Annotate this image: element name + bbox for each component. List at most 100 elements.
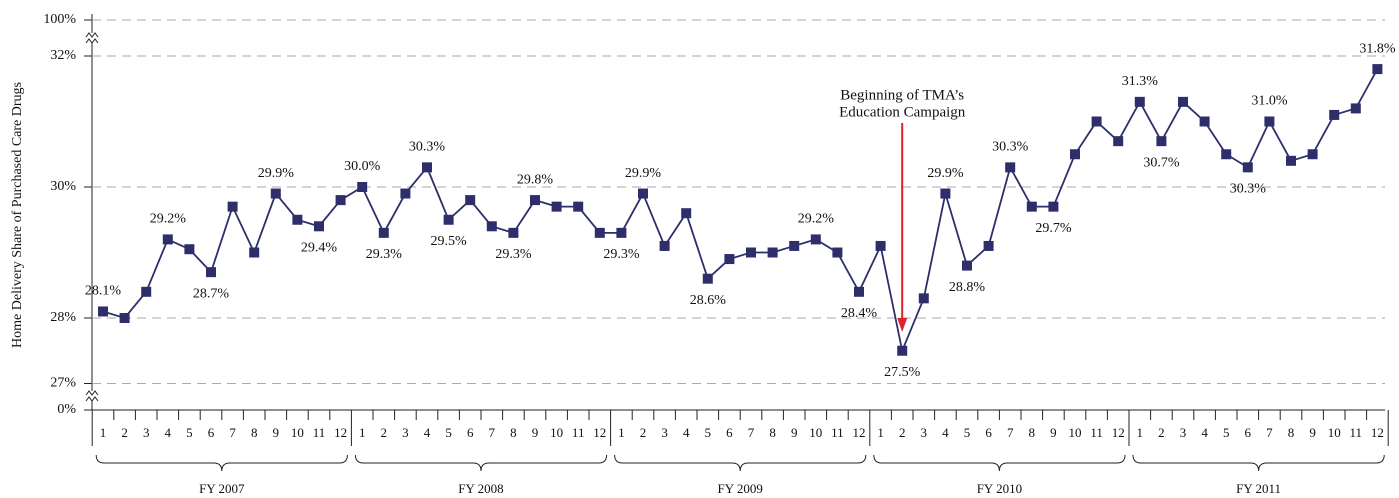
data-label: 28.8%	[949, 280, 986, 295]
x-tick-label: 12	[593, 425, 606, 440]
data-point	[1091, 116, 1102, 127]
data-point	[443, 214, 454, 225]
x-tick-label: 3	[402, 425, 409, 440]
x-tick-label: 4	[1201, 425, 1208, 440]
x-tick-label: 4	[683, 425, 690, 440]
y-tick-label: 28%	[50, 310, 76, 325]
x-tick-label: 9	[791, 425, 798, 440]
x-tick-label: 1	[100, 425, 107, 440]
data-point	[1048, 201, 1059, 212]
annotation-arrowhead	[897, 318, 908, 332]
data-point	[918, 293, 929, 304]
x-tick-label: 12	[1371, 425, 1384, 440]
data-label: 29.8%	[517, 172, 554, 187]
data-label: 31.8%	[1359, 41, 1396, 56]
x-tick-label: 8	[510, 425, 517, 440]
x-tick-label: 10	[809, 425, 822, 440]
data-label: 29.2%	[798, 212, 835, 227]
x-tick-label: 6	[208, 425, 215, 440]
data-label: 29.5%	[431, 234, 468, 249]
x-tick-label: 10	[1069, 425, 1082, 440]
x-tick-label: 9	[532, 425, 539, 440]
group-brace	[1132, 454, 1385, 472]
x-tick-label: 10	[291, 425, 304, 440]
x-tick-label: 1	[1137, 425, 1144, 440]
x-tick-label: 4	[942, 425, 949, 440]
group-brace	[354, 454, 608, 472]
data-point	[681, 208, 692, 219]
x-tick-label: 4	[424, 425, 431, 440]
data-point	[141, 286, 152, 297]
data-point	[227, 201, 238, 212]
data-point	[184, 244, 195, 255]
data-point	[1156, 136, 1167, 147]
data-point	[702, 273, 713, 284]
y-tick-label: 27%	[50, 376, 76, 391]
x-tick-label: 2	[381, 425, 388, 440]
data-point	[897, 345, 908, 356]
data-line	[102, 68, 1379, 354]
data-label: 29.9%	[258, 166, 295, 181]
x-tick-label: 3	[661, 425, 668, 440]
y-tick-label: 30%	[50, 179, 76, 194]
data-point	[508, 227, 519, 238]
data-point	[724, 254, 735, 265]
x-tick-label: 4	[165, 425, 172, 440]
group-label: FY 2007	[199, 481, 245, 496]
axis-breaks	[84, 32, 100, 402]
x-tick-label: 5	[186, 425, 193, 440]
x-tick-label: 1	[618, 425, 625, 440]
data-point	[1264, 116, 1275, 127]
data-point	[1242, 162, 1253, 173]
x-tick-label: 5	[445, 425, 452, 440]
data-point	[789, 240, 800, 251]
x-tick-label: 8	[769, 425, 776, 440]
data-point	[1329, 109, 1340, 120]
x-tick-label: 1	[877, 425, 884, 440]
data-point	[206, 267, 216, 278]
data-point	[875, 240, 886, 251]
data-point	[854, 286, 864, 297]
x-tick-label: 3	[1180, 425, 1187, 440]
x-tick-label: 7	[489, 425, 496, 440]
data-label: 29.4%	[301, 241, 338, 256]
x-tick-label: 8	[251, 425, 258, 440]
data-label: 28.7%	[193, 286, 230, 301]
data-point	[767, 247, 778, 258]
break-gap	[84, 391, 100, 401]
data-label: 27.5%	[884, 365, 921, 380]
x-tick-label: 7	[1266, 425, 1273, 440]
data-label: 29.3%	[366, 247, 403, 262]
data-point	[1005, 162, 1016, 173]
break-mark	[85, 38, 99, 44]
data-label: 31.3%	[1122, 74, 1159, 89]
x-tick-label: 2	[899, 425, 906, 440]
data-point	[1026, 201, 1037, 212]
x-tick-label: 2	[1158, 425, 1165, 440]
data-point	[659, 240, 670, 251]
x-tick-label: 9	[1050, 425, 1057, 440]
data-point	[486, 221, 497, 232]
break-mark	[85, 390, 99, 396]
x-tick-label: 12	[334, 425, 347, 440]
x-tick-label: 6	[726, 425, 733, 440]
x-tick-label: 3	[143, 425, 150, 440]
data-label: 28.1%	[85, 284, 122, 299]
y-axis-label: Home Delivery Share of Purchased Care Dr…	[10, 82, 25, 348]
data-point	[616, 227, 627, 238]
data-point	[551, 201, 562, 212]
data-label: 29.7%	[1035, 221, 1072, 236]
x-tick-label: 12	[853, 425, 866, 440]
x-tick-label: 2	[640, 425, 647, 440]
x-tick-label: 7	[748, 425, 755, 440]
x-tick-label: 9	[1309, 425, 1316, 440]
break-mark	[85, 396, 99, 402]
break-mark	[85, 32, 99, 38]
data-label: 28.6%	[690, 293, 727, 308]
data-point	[638, 188, 648, 199]
data-point	[594, 227, 605, 238]
x-tick-label: 8	[1288, 425, 1295, 440]
data-label: 31.0%	[1251, 94, 1288, 109]
data-point	[422, 162, 432, 173]
data-point	[810, 234, 821, 245]
